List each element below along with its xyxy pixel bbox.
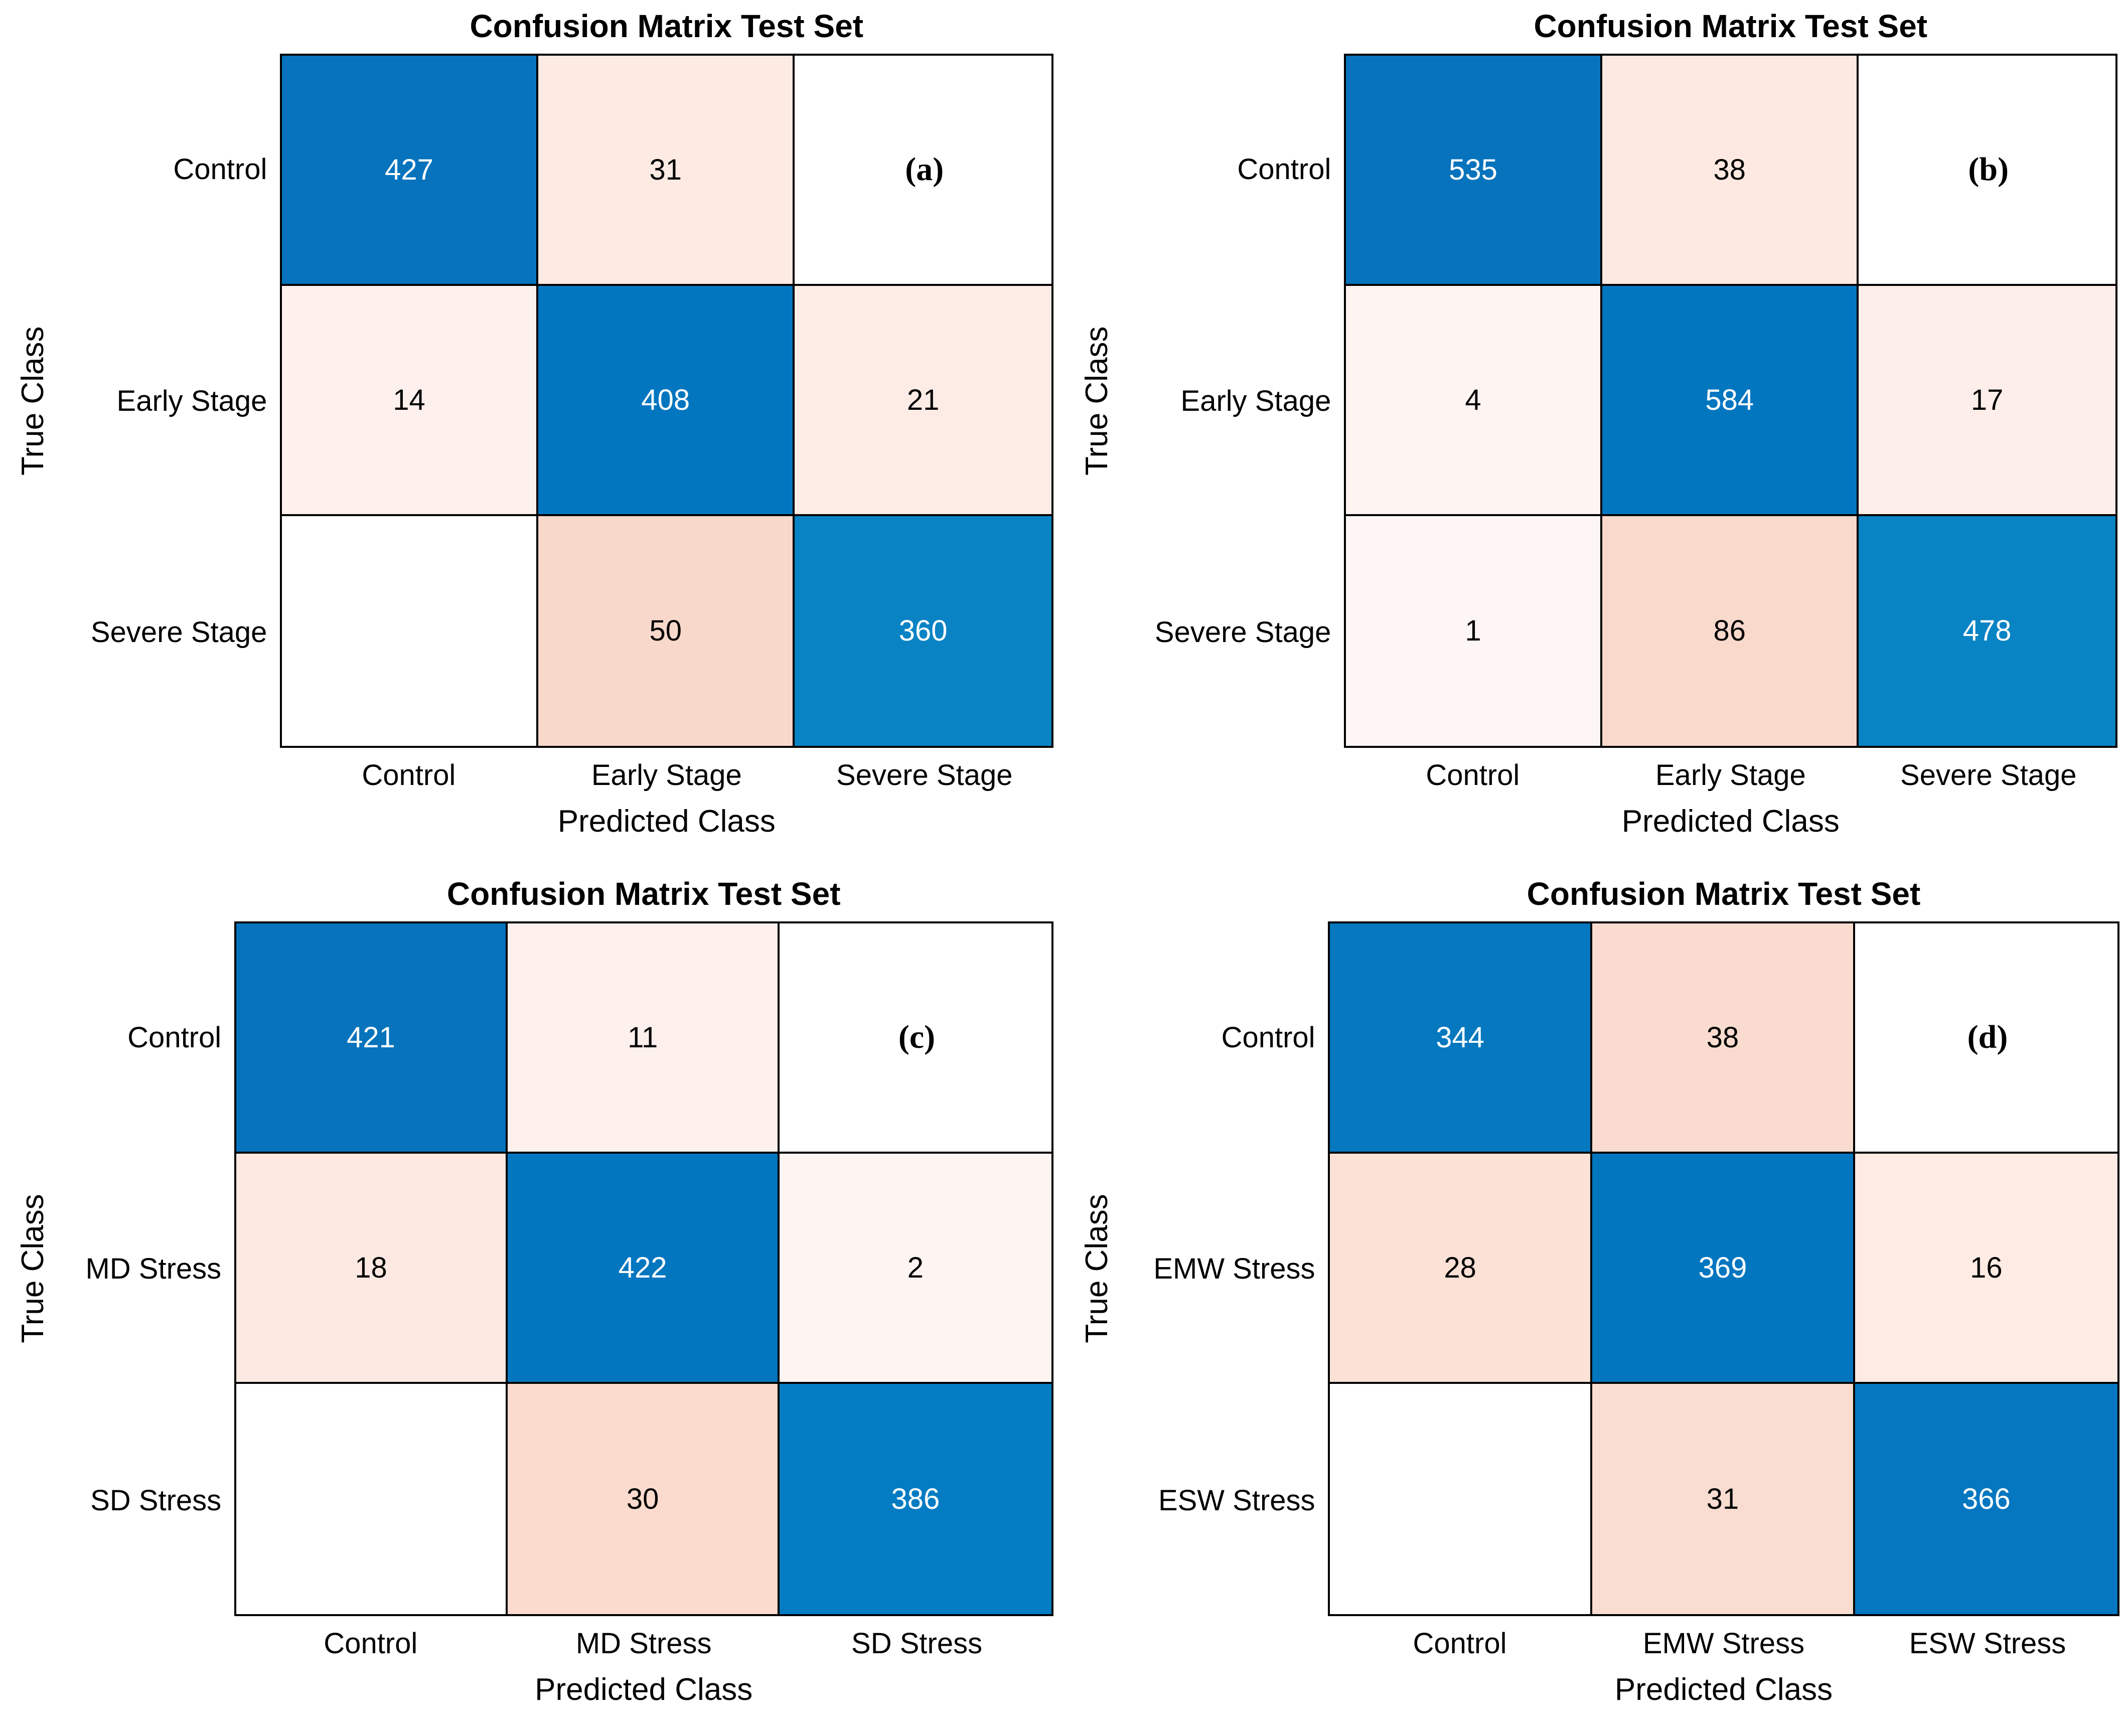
- col-label: Control: [324, 1627, 418, 1660]
- confusion-matrix-panel-c: Confusion Matrix Test Set True Class Con…: [0, 868, 1064, 1736]
- matrix-grid: 344 38 28 369 16 31 366: [1328, 921, 2120, 1617]
- y-tick-labels: Control Early Stage Severe Stage: [1064, 54, 1331, 748]
- matrix-cell: 18: [236, 1154, 508, 1384]
- x-tick-labels: Control EMW Stress ESW Stress: [1328, 1627, 2119, 1660]
- col-label: Severe Stage: [1900, 759, 2077, 792]
- subplot-tag: (b): [1968, 150, 2009, 188]
- matrix-cell: [1330, 1384, 1593, 1615]
- confusion-matrix-panel-d: Confusion Matrix Test Set True Class Con…: [1064, 868, 2128, 1736]
- row-label: Control: [1221, 1021, 1315, 1054]
- x-axis-label: Predicted Class: [557, 804, 776, 839]
- x-tick-labels: Control Early Stage Severe Stage: [1344, 758, 2117, 792]
- x-tick-labels: Control Early Stage Severe Stage: [280, 758, 1053, 792]
- matrix-cell: 369: [1592, 1154, 1855, 1384]
- matrix-cell: 31: [1592, 1384, 1855, 1615]
- row-label: MD Stress: [85, 1252, 222, 1286]
- x-axis-label: Predicted Class: [535, 1672, 753, 1707]
- matrix-cell: 14: [281, 285, 539, 516]
- matrix-cell: 1: [1345, 516, 1603, 746]
- col-label: Control: [1413, 1627, 1507, 1660]
- subplot-tag: (c): [898, 1019, 936, 1056]
- matrix-cell: 386: [780, 1384, 1051, 1615]
- matrix-cell: 17: [1859, 285, 2115, 516]
- matrix-cell: 38: [1602, 56, 1859, 286]
- matrix-cell: [281, 516, 539, 746]
- x-tick-labels: Control MD Stress SD Stress: [234, 1627, 1053, 1660]
- y-tick-labels: Control MD Stress SD Stress: [0, 921, 221, 1616]
- row-label: Control: [1237, 153, 1331, 186]
- matrix-cell: 38: [1592, 923, 1855, 1154]
- chart-title: Confusion Matrix Test Set: [446, 876, 841, 912]
- matrix-grid: 421 11 18 422 2 30 386: [234, 921, 1053, 1617]
- x-axis-label: Predicted Class: [1614, 1672, 1833, 1707]
- y-tick-labels: Control Early Stage Severe Stage: [0, 54, 267, 748]
- matrix-cell: 16: [1855, 1154, 2118, 1384]
- matrix-cell: 584: [1602, 285, 1859, 516]
- x-axis-label: Predicted Class: [1621, 804, 1840, 839]
- matrix-cell: 344: [1330, 923, 1593, 1154]
- chart-title: Confusion Matrix Test Set: [470, 8, 864, 45]
- matrix-cell: 408: [538, 285, 795, 516]
- matrix-grid: 427 31 14 408 21 50 360: [279, 54, 1053, 748]
- matrix-cell: 31: [538, 56, 795, 286]
- chart-title: Confusion Matrix Test Set: [1527, 876, 1921, 912]
- row-label: SD Stress: [90, 1484, 222, 1517]
- col-label: ESW Stress: [1909, 1627, 2066, 1660]
- row-label: ESW Stress: [1158, 1484, 1315, 1517]
- row-label: Early Stage: [116, 384, 267, 417]
- chart-title: Confusion Matrix Test Set: [1534, 8, 1928, 45]
- matrix-cell: 366: [1855, 1384, 2118, 1615]
- matrix-cell: 2: [780, 1154, 1051, 1384]
- col-label: SD Stress: [851, 1627, 983, 1660]
- col-label: MD Stress: [575, 1627, 712, 1660]
- y-tick-labels: Control EMW Stress ESW Stress: [1064, 921, 1315, 1616]
- col-label: EMW Stress: [1642, 1627, 1805, 1660]
- col-label: Control: [362, 759, 456, 792]
- col-label: Severe Stage: [836, 759, 1013, 792]
- matrix-cell: 4: [1345, 285, 1603, 516]
- matrix-cell: [1859, 56, 2115, 286]
- matrix-cell: [236, 1384, 508, 1615]
- row-label: Early Stage: [1180, 384, 1331, 417]
- subplot-tag: (d): [1967, 1019, 2008, 1056]
- confusion-matrix-panel-a: Confusion Matrix Test Set True Class Con…: [0, 0, 1064, 868]
- col-label: Control: [1426, 759, 1520, 792]
- matrix-cell: 421: [236, 923, 508, 1154]
- row-label: EMW Stress: [1153, 1252, 1315, 1286]
- row-label: Control: [127, 1021, 222, 1054]
- confusion-matrix-panel-b: Confusion Matrix Test Set True Class Con…: [1064, 0, 2128, 868]
- matrix-cell: 427: [281, 56, 539, 286]
- matrix-cell: [1855, 923, 2118, 1154]
- col-label: Early Stage: [591, 759, 742, 792]
- matrix-cell: 86: [1602, 516, 1859, 746]
- matrix-cell: [780, 923, 1051, 1154]
- col-label: Early Stage: [1655, 759, 1806, 792]
- matrix-cell: 535: [1345, 56, 1603, 286]
- matrix-cell: [795, 56, 1051, 286]
- matrix-grid: 535 38 4 584 17 1 86 478: [1343, 54, 2117, 748]
- matrix-cell: 360: [795, 516, 1051, 746]
- row-label: Control: [173, 153, 267, 186]
- matrix-cell: 21: [795, 285, 1051, 516]
- matrix-cell: 478: [1859, 516, 2115, 746]
- matrix-cell: 30: [508, 1384, 780, 1615]
- row-label: Severe Stage: [1154, 616, 1331, 649]
- matrix-cell: 11: [508, 923, 780, 1154]
- matrix-cell: 28: [1330, 1154, 1593, 1384]
- matrix-cell: 422: [508, 1154, 780, 1384]
- subplot-tag: (a): [905, 150, 944, 188]
- row-label: Severe Stage: [90, 616, 267, 649]
- matrix-cell: 50: [538, 516, 795, 746]
